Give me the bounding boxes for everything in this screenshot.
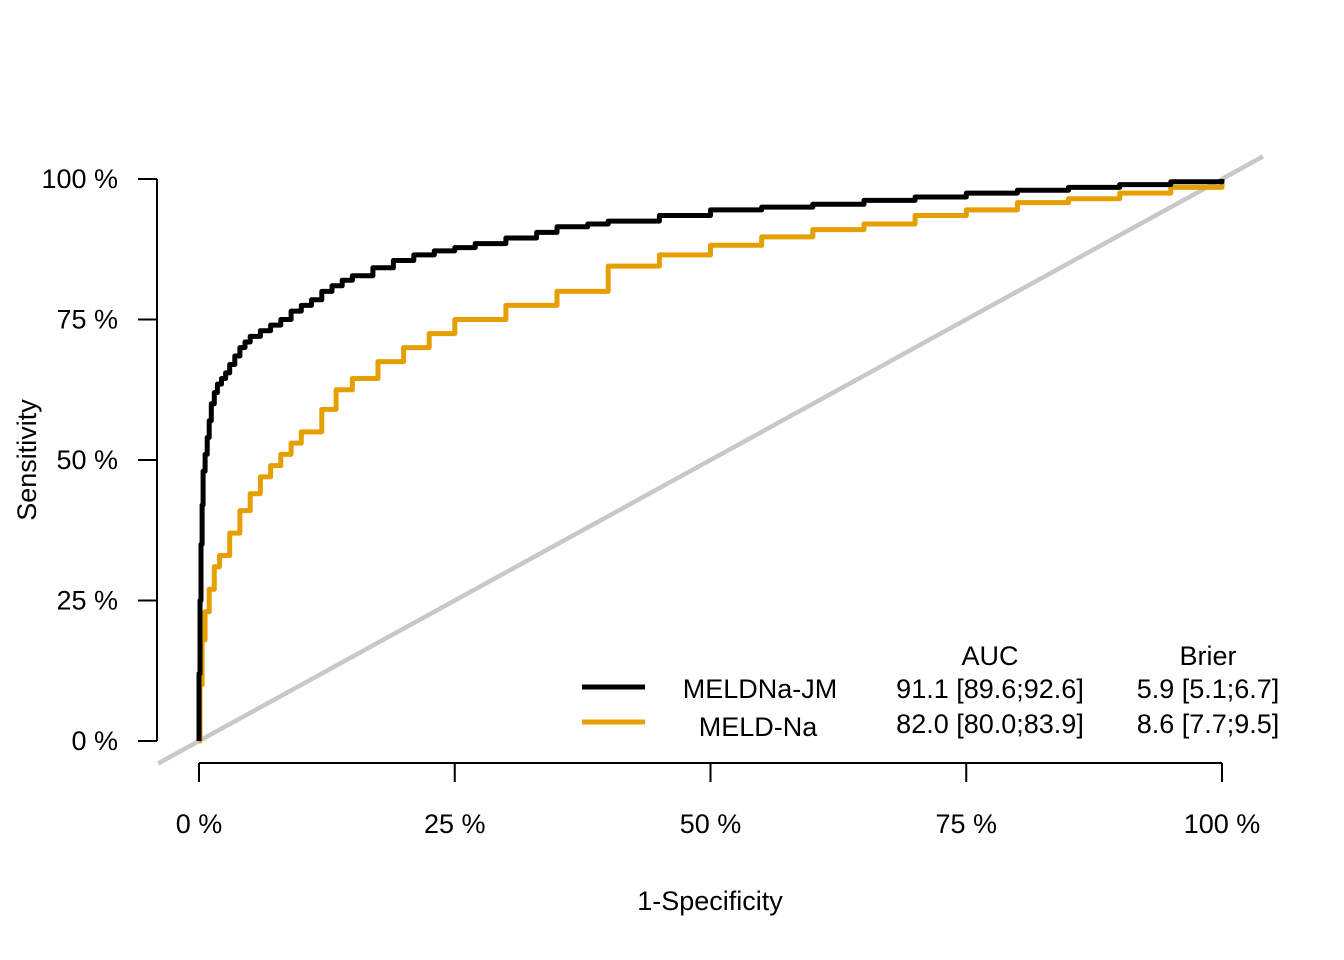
- y-axis: 0 % 25 % 50 % 75 % 100 %: [41, 164, 158, 756]
- x-tick-label: 25 %: [424, 809, 486, 839]
- x-tick-label: 75 %: [935, 809, 997, 839]
- reference-diagonal-line: [156, 154, 1265, 766]
- x-axis-title: 1-Specificity: [637, 886, 783, 916]
- legend-brier-meldna-jm: 5.9 [5.1;6.7]: [1137, 674, 1280, 704]
- y-tick-label: 25 %: [56, 586, 118, 616]
- legend-brier-meld-na: 8.6 [7.7;9.5]: [1137, 709, 1280, 739]
- y-tick-label: 100 %: [41, 164, 118, 194]
- legend-auc-meld-na: 82.0 [80.0;83.9]: [896, 709, 1084, 739]
- y-tick-label: 0 %: [71, 726, 118, 756]
- legend-auc-meldna-jm: 91.1 [89.6;92.6]: [896, 674, 1084, 704]
- roc-line-meld-na: [197, 179, 1225, 744]
- legend-label-meldna-jm: MELDNa-JM: [683, 674, 838, 704]
- y-tick-label: 75 %: [56, 305, 118, 335]
- x-axis: 0 % 25 % 50 % 75 % 100 %: [176, 762, 1261, 839]
- legend-header-auc: AUC: [961, 641, 1018, 671]
- roc-line-meldna-jm: [196, 179, 1225, 741]
- x-tick-label: 0 %: [176, 809, 223, 839]
- x-tick-label: 100 %: [1184, 809, 1261, 839]
- y-tick-label: 50 %: [56, 445, 118, 475]
- x-tick-label: 50 %: [680, 809, 742, 839]
- legend-label-meld-na: MELD-Na: [699, 712, 819, 742]
- legend-header-brier: Brier: [1179, 641, 1236, 671]
- series-layer: [196, 179, 1225, 744]
- y-axis-title: Sensitivity: [12, 399, 42, 521]
- legend: AUC Brier MELDNa-JM 91.1 [89.6;92.6] 5.9…: [582, 641, 1279, 742]
